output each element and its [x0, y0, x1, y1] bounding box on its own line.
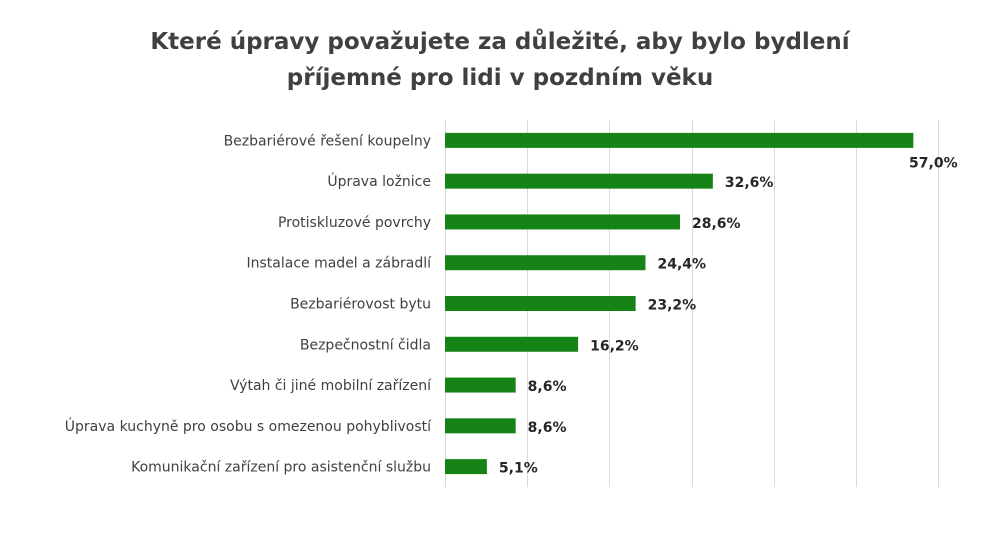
category-label: Komunikační zařízení pro asistenční služ…: [131, 460, 431, 476]
value-label: 28,6%: [692, 216, 741, 232]
value-label: 32,6%: [725, 175, 774, 191]
value-label: 8,6%: [528, 420, 567, 436]
bar: [445, 214, 680, 230]
value-label: 57,0%: [909, 155, 958, 171]
bar: [445, 255, 646, 271]
bar: [445, 418, 516, 434]
bar: [445, 336, 579, 352]
bar: [445, 132, 914, 148]
bars: [445, 132, 914, 475]
bar: [445, 173, 713, 189]
chart-title-line-1: Které úpravy považujete za důležité, aby…: [150, 29, 850, 55]
bar: [445, 377, 516, 393]
category-label: Bezpečnostní čidla: [300, 337, 431, 353]
category-label: Instalace madel a zábradlí: [247, 256, 433, 272]
value-labels: 57,0% 32,6% 28,6% 24,4% 23,2% 16,2% 8,6% 8,6% 5,…: [499, 155, 958, 476]
category-label: Bezbariérovost bytu: [290, 297, 431, 313]
value-label: 23,2%: [648, 298, 697, 314]
category-label: Protiskluzové povrchy: [278, 215, 431, 231]
chart-title-line-2: příjemné pro lidi v pozdním věku: [286, 65, 714, 91]
value-label: 5,1%: [499, 461, 538, 477]
category-label: Úprava kuchyně pro osobu s omezenou pohy…: [65, 417, 432, 435]
bar: [445, 296, 636, 311]
category-labels: Bezbariérové řešení koupelny Úprava ložni…: [65, 133, 432, 475]
value-label: 24,4%: [657, 257, 706, 273]
value-label: 8,6%: [528, 379, 567, 395]
category-label: Úprava ložnice: [327, 172, 431, 190]
chart-title: Které úpravy považujete za důležité, aby…: [0, 24, 1000, 96]
value-label: 16,2%: [590, 338, 639, 354]
bar: [445, 459, 487, 475]
category-label: Bezbariérové řešení koupelny: [224, 133, 431, 149]
category-label: Výtah či jiné mobilní zařízení: [230, 378, 432, 394]
